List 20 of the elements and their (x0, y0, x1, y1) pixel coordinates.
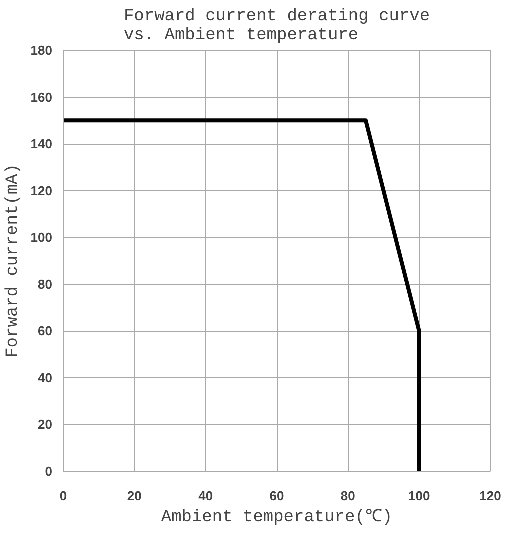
x-tick-label: 80 (340, 488, 356, 504)
y-tick-label: 60 (38, 324, 53, 339)
x-tick-label: 20 (127, 488, 142, 504)
x-axis-title: Ambient temperature(℃) (161, 508, 393, 528)
y-tick-label: 0 (45, 464, 53, 479)
x-tick-label: 0 (60, 488, 68, 504)
y-tick-label: 140 (30, 136, 53, 152)
x-tick-label: 100 (408, 488, 430, 504)
y-tick-label: 40 (38, 370, 53, 386)
y-tick-label: 160 (30, 90, 53, 105)
y-tick-label: 120 (30, 183, 53, 198)
chart-title: Forward current derating curve vs. Ambient temperature (124, 8, 430, 46)
y-axis-title: Forward current(mA) (4, 164, 23, 358)
x-tick-label: 120 (480, 488, 502, 504)
x-tick-label: 40 (198, 488, 214, 504)
y-tick-label: 100 (30, 230, 53, 246)
y-tick-label: 80 (38, 276, 53, 292)
x-tick-label: 60 (270, 488, 284, 504)
y-tick-label: 20 (38, 417, 53, 432)
y-tick-label: 180 (30, 43, 53, 58)
